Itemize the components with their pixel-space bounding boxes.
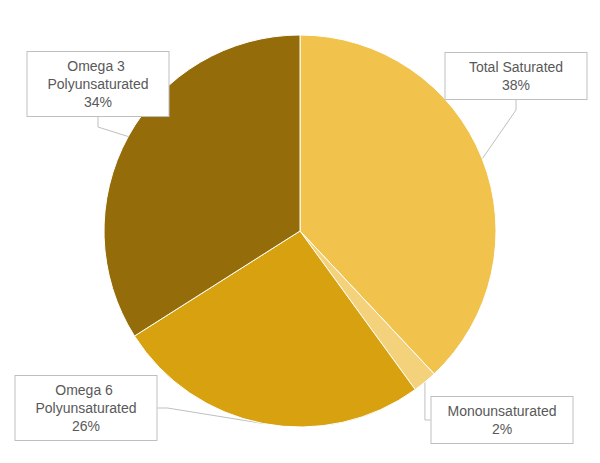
svg-text:Polyunsaturated: Polyunsaturated	[35, 400, 136, 416]
svg-text:Total Saturated: Total Saturated	[469, 59, 563, 75]
svg-text:26%: 26%	[72, 418, 100, 434]
svg-text:Omega 3: Omega 3	[67, 58, 128, 74]
svg-text:34%: 34%	[84, 94, 112, 110]
svg-text:Monounsaturated: Monounsaturated	[448, 403, 557, 419]
svg-text:38%: 38%	[502, 77, 530, 93]
svg-text:Polyunsaturated: Polyunsaturated	[47, 76, 148, 92]
svg-text:2%: 2%	[492, 421, 512, 437]
svg-text:Omega 6: Omega 6	[55, 382, 116, 398]
